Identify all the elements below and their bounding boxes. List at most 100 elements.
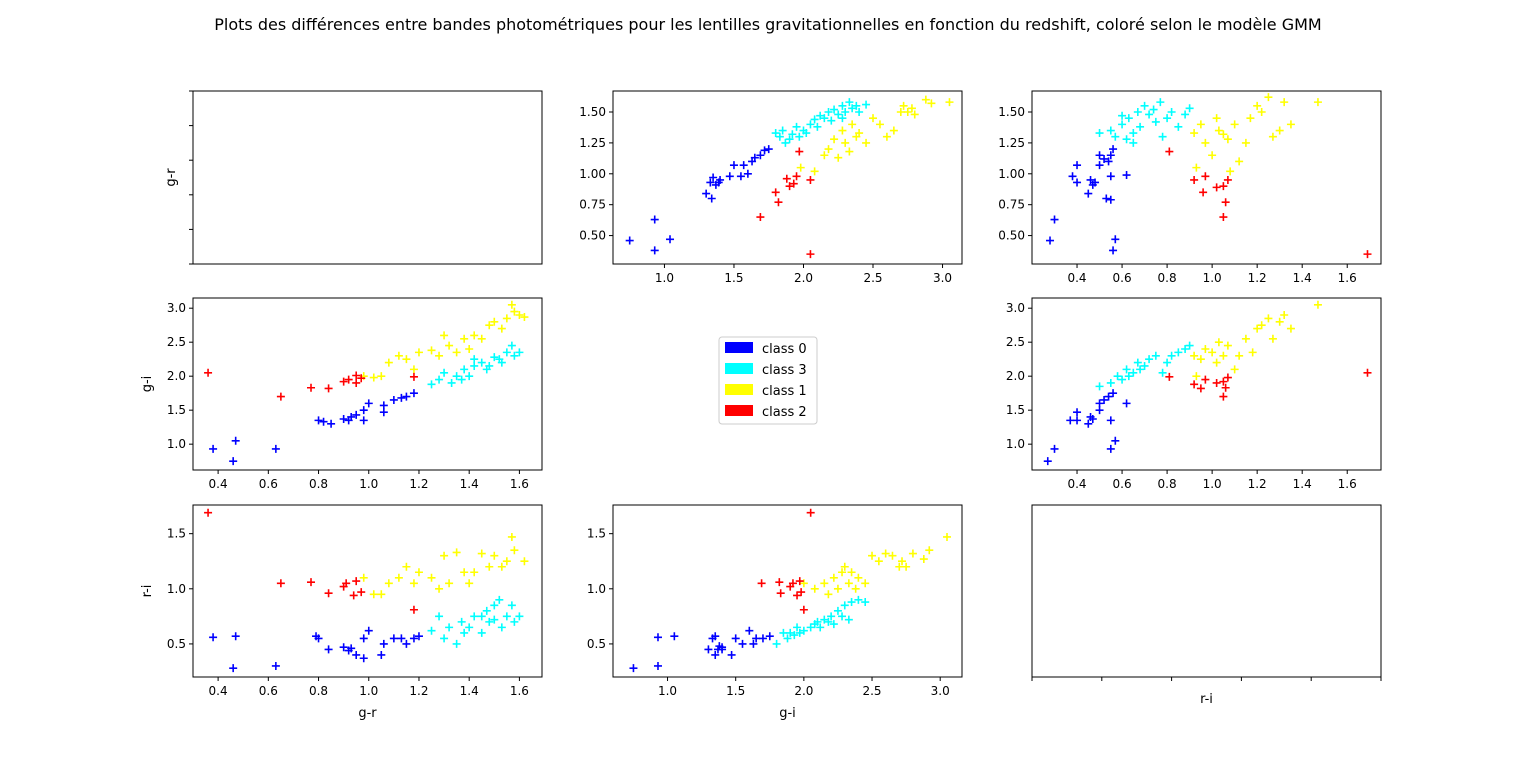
- point-class-3: [781, 138, 790, 147]
- point-class-3: [1167, 108, 1176, 117]
- point-class-1: [1192, 163, 1201, 172]
- point-class-1: [1241, 334, 1250, 343]
- point-class-0: [750, 153, 759, 162]
- point-class-0: [1046, 236, 1055, 245]
- point-class-3: [845, 98, 854, 107]
- point-class-1: [445, 579, 454, 588]
- point-class-0: [409, 389, 418, 398]
- point-class-1: [497, 562, 506, 571]
- point-class-0: [1111, 235, 1120, 244]
- plot-ri-vs-gr: 0.4 0.6 0.8 1.0 1.2 1.4 1.6 0.5 1.0 1.5 g-r r-i: [140, 504, 543, 721]
- x-tick-label: 1.6: [510, 684, 529, 698]
- point-class-1: [840, 562, 849, 571]
- point-class-3: [485, 617, 494, 626]
- legend-swatch-class-3: [725, 363, 753, 374]
- point-class-0: [352, 410, 361, 419]
- point-class-3: [1106, 126, 1115, 135]
- point-class-3: [477, 612, 486, 621]
- plot-gr-vs-ri: 0.4 0.6 0.8 1.0 1.2 1.4 1.6 0.50 0.75 1.00 1.25 1.5…: [998, 90, 1382, 285]
- point-class-1: [855, 129, 864, 138]
- point-class-0: [749, 639, 758, 648]
- point-class-1: [907, 104, 916, 113]
- point-class-0: [1109, 389, 1118, 398]
- point-class-1: [1201, 138, 1210, 147]
- point-class-0: [704, 645, 713, 654]
- y-tick-label: 1.00: [579, 167, 606, 181]
- point-class-2: [806, 175, 815, 184]
- point-class-3: [792, 122, 801, 131]
- point-class-3: [810, 115, 819, 124]
- point-class-3: [788, 130, 797, 139]
- point-class-2: [352, 577, 361, 586]
- point-class-3: [435, 375, 444, 384]
- point-class-1: [1208, 151, 1217, 160]
- point-class-1: [895, 562, 904, 571]
- point-class-3: [834, 110, 843, 119]
- point-class-0: [209, 444, 218, 453]
- point-class-0: [1106, 444, 1115, 453]
- point-class-0: [1111, 436, 1120, 445]
- x-tick-label: 1.2: [409, 684, 428, 698]
- point-class-2: [276, 579, 285, 588]
- point-class-0: [1084, 419, 1093, 428]
- point-class-1: [1253, 101, 1262, 110]
- point-class-1: [882, 132, 891, 141]
- point-class-2: [1212, 183, 1221, 192]
- point-class-1: [820, 579, 829, 588]
- y-tick-label: 0.50: [998, 229, 1025, 243]
- point-class-2: [352, 378, 361, 387]
- axes-frame: [1031, 504, 1382, 678]
- point-class-3: [779, 628, 788, 637]
- point-class-1: [452, 548, 461, 557]
- point-class-2: [806, 508, 815, 517]
- point-class-1: [485, 562, 494, 571]
- point-class-0: [1100, 395, 1109, 404]
- point-class-1: [1190, 129, 1199, 138]
- point-class-2: [324, 384, 333, 393]
- point-class-3: [772, 639, 781, 648]
- point-class-1: [1230, 365, 1239, 374]
- point-class-3: [1118, 120, 1127, 129]
- point-class-3: [1140, 361, 1149, 370]
- point-class-3: [1129, 368, 1138, 377]
- plot-empty-bottom-right: r-i: [1031, 504, 1382, 707]
- point-class-2: [795, 147, 804, 156]
- point-class-1: [1275, 317, 1284, 326]
- point-class-1: [841, 138, 850, 147]
- point-class-1: [875, 120, 884, 129]
- point-class-2: [776, 589, 785, 598]
- point-class-3: [1163, 358, 1172, 367]
- figure-title: Plots des différences entre bandes photo…: [214, 15, 1321, 34]
- point-class-1: [465, 579, 474, 588]
- point-class-1: [1286, 324, 1295, 333]
- point-class-3: [507, 601, 516, 610]
- point-class-1: [1280, 310, 1289, 319]
- point-class-0: [389, 634, 398, 643]
- point-class-0: [653, 661, 662, 670]
- point-class-1: [888, 551, 897, 560]
- x-tick-label: 1.2: [1248, 477, 1267, 491]
- point-class-1: [943, 532, 952, 541]
- point-class-0: [629, 664, 638, 673]
- point-class-0: [324, 645, 333, 654]
- point-class-3: [1181, 344, 1190, 353]
- point-class-1: [515, 310, 524, 319]
- point-class-1: [1219, 351, 1228, 360]
- point-class-1: [1253, 324, 1262, 333]
- point-class-0: [709, 173, 718, 182]
- point-class-1: [394, 573, 403, 582]
- point-class-3: [785, 135, 794, 144]
- point-class-2: [324, 589, 333, 598]
- point-class-0: [231, 436, 240, 445]
- point-class-2: [342, 579, 351, 588]
- axes-frame: [192, 90, 543, 265]
- point-class-1: [490, 317, 499, 326]
- point-class-1: [427, 346, 436, 355]
- point-class-1: [520, 313, 529, 322]
- point-class-1: [359, 573, 368, 582]
- point-class-0: [347, 412, 356, 421]
- point-class-1: [369, 590, 378, 599]
- point-class-1: [1196, 355, 1205, 364]
- point-class-1: [507, 300, 516, 309]
- x-tick-label: 0.6: [1113, 477, 1132, 491]
